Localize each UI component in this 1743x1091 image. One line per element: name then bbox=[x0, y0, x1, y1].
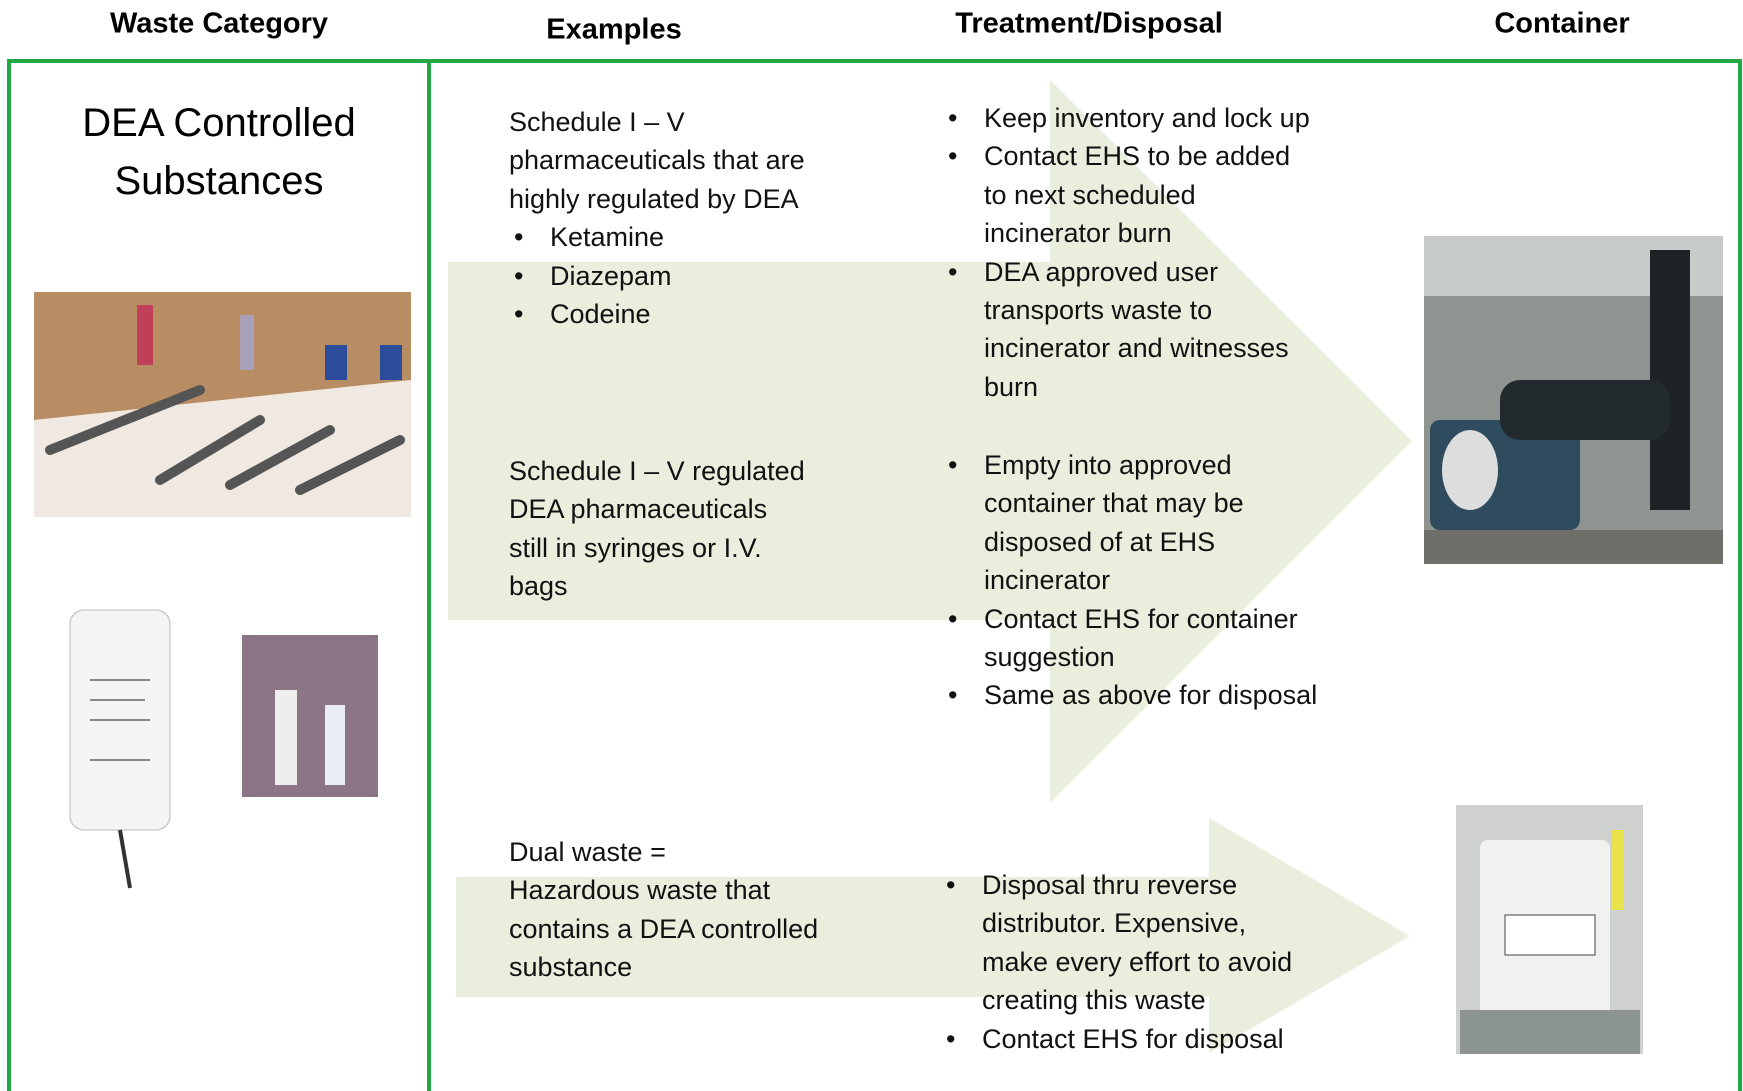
treatment-line: incinerator and witnesses bbox=[984, 333, 1289, 364]
examples: Schedule I – V pharmaceuticals that are hi… bbox=[509, 103, 805, 334]
treatment-line: Contact EHS to be added bbox=[984, 141, 1291, 172]
example-line: still in syringes or I.V. bbox=[509, 532, 762, 563]
treatment-line: suggestion bbox=[984, 642, 1115, 673]
example-line: Schedule I – V bbox=[509, 107, 685, 137]
treatment: Keep inventory and lock up Contact EHS to… bbox=[948, 99, 1310, 406]
treatment-line: Contact EHS for disposal bbox=[982, 1023, 1284, 1054]
column-header: Treatment/Disposal bbox=[955, 7, 1223, 40]
treatment-item: Contact EHS for container suggestion bbox=[948, 600, 1317, 677]
example-line: Dual waste = bbox=[509, 837, 666, 867]
iv-bag-image bbox=[69, 609, 171, 889]
example-item: Codeine bbox=[514, 295, 810, 334]
treatment-item: Contact EHS to be added to next scheduled… bbox=[948, 137, 1310, 252]
treatment-item: Keep inventory and lock up bbox=[948, 99, 1310, 138]
treatment-line: DEA approved user bbox=[984, 256, 1219, 287]
incinerator-image bbox=[1424, 236, 1723, 564]
bucket-image bbox=[1456, 805, 1643, 1054]
treatment-item: Empty into approved container that may be… bbox=[948, 446, 1317, 600]
example-line: DEA pharmaceuticals bbox=[509, 494, 768, 525]
example-item: Ketamine bbox=[514, 218, 810, 257]
example-line: pharmaceuticals that are bbox=[509, 145, 805, 176]
treatment-item: Disposal thru reverse distributor. Expens… bbox=[946, 866, 1292, 1020]
treatment-line: burn bbox=[984, 371, 1039, 402]
treatment-line: make every effort to avoid bbox=[982, 946, 1293, 977]
column-header: Waste Category bbox=[109, 7, 329, 40]
ampoules-image bbox=[242, 635, 378, 797]
example-line: highly regulated by DEA bbox=[509, 183, 799, 214]
examples: Dual waste = Hazardous waste that contains… bbox=[509, 833, 818, 987]
treatment-line: incinerator burn bbox=[984, 218, 1172, 249]
example-line: contains a DEA controlled bbox=[509, 913, 819, 944]
example-item: Diazepam bbox=[514, 257, 810, 296]
example-line: Hazardous waste that bbox=[509, 875, 771, 906]
treatment-item: Same as above for disposal bbox=[948, 676, 1318, 715]
column-header: Examples bbox=[546, 13, 682, 46]
treatment-item: Contact EHS for disposal bbox=[946, 1020, 1292, 1059]
treatment-line: container that may be bbox=[984, 488, 1244, 519]
title-line: DEA Controlled bbox=[82, 101, 356, 145]
treatment: Empty into approved container that may be… bbox=[948, 446, 1317, 715]
title-line: Substances bbox=[114, 159, 324, 203]
treatment-item: DEA approved user transports waste to inci… bbox=[948, 253, 1310, 407]
treatment-line: distributor. Expensive, bbox=[982, 908, 1247, 939]
treatment: Disposal thru reverse distributor. Expens… bbox=[946, 866, 1292, 1058]
column-header: Container bbox=[1494, 7, 1630, 40]
treatment-line: incinerator bbox=[984, 565, 1111, 596]
treatment-line: Contact EHS for container bbox=[984, 603, 1298, 634]
category-title: DEA Controlled Substances bbox=[9, 94, 429, 210]
border bbox=[7, 59, 1742, 1091]
example-line: substance bbox=[509, 952, 633, 983]
treatment-line: Empty into approved bbox=[984, 450, 1232, 480]
treatment-line: creating this waste bbox=[982, 985, 1206, 1016]
treatment-line: transports waste to bbox=[984, 295, 1213, 326]
examples: Schedule I – V regulated DEA pharmaceutic… bbox=[509, 452, 805, 606]
syringes-image bbox=[34, 292, 411, 517]
treatment-line: to next scheduled bbox=[984, 179, 1196, 210]
treatment-line: disposed of at EHS bbox=[984, 526, 1216, 557]
example-line: Schedule I – V regulated bbox=[509, 456, 805, 486]
treatment-line: Disposal thru reverse bbox=[982, 870, 1238, 900]
example-line: bags bbox=[509, 571, 568, 602]
treatment-line: Same as above for disposal bbox=[984, 680, 1318, 711]
treatment-line: Keep inventory and lock up bbox=[984, 103, 1310, 133]
